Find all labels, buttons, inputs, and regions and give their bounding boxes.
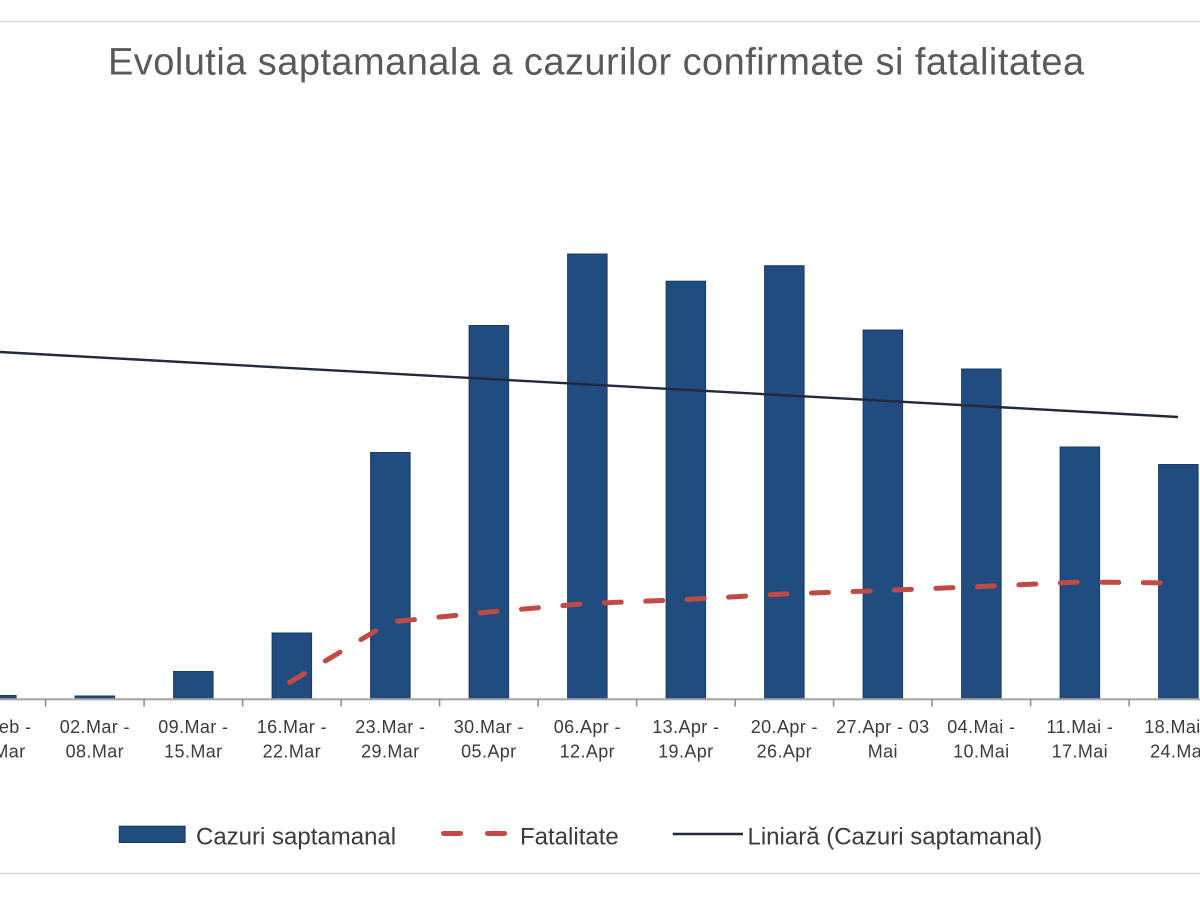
svg-text:24.Mai: 24.Mai [1150, 742, 1200, 762]
svg-text:10.Mai: 10.Mai [953, 742, 1009, 762]
svg-text:06.Apr -: 06.Apr - [554, 717, 621, 737]
svg-text:30.Mar -: 30.Mar - [454, 717, 524, 737]
svg-text:08.Mar: 08.Mar [66, 742, 124, 762]
svg-text:20.Apr -: 20.Apr - [751, 717, 818, 737]
svg-text:04.Mai -: 04.Mai - [947, 717, 1015, 737]
svg-text:24.Feb -: 24.Feb - [0, 717, 31, 737]
svg-text:09.Mar -: 09.Mar - [158, 717, 228, 737]
svg-text:13.Apr -: 13.Apr - [652, 717, 719, 737]
svg-text:29.Mar: 29.Mar [361, 742, 419, 762]
svg-text:11.Mai -: 11.Mai - [1046, 717, 1113, 737]
svg-text:26.Apr: 26.Apr [757, 742, 812, 762]
svg-text:Liniară (Cazuri saptamanal): Liniară (Cazuri saptamanal) [748, 824, 1043, 851]
svg-text:15.Mar: 15.Mar [164, 742, 222, 762]
svg-text:Cazuri saptamanal: Cazuri saptamanal [196, 824, 396, 851]
svg-text:17.Mai: 17.Mai [1052, 742, 1108, 762]
svg-text:19.Apr: 19.Apr [658, 742, 713, 762]
svg-text:Fatalitate: Fatalitate [520, 824, 619, 851]
svg-text:16.Mar -: 16.Mar - [257, 717, 327, 737]
svg-text:12.Apr: 12.Apr [560, 742, 615, 762]
svg-text:Evolutia saptamanala a cazuril: Evolutia saptamanala a cazurilor confirm… [108, 42, 1085, 84]
svg-text:02.Mar -: 02.Mar - [60, 717, 130, 737]
svg-text:05.Apr: 05.Apr [461, 742, 516, 762]
svg-text:18.Mai -: 18.Mai - [1144, 717, 1200, 737]
svg-text:Mai: Mai [868, 742, 898, 762]
svg-text:23.Mar -: 23.Mar - [355, 717, 425, 737]
svg-text:01.Mar: 01.Mar [0, 742, 26, 762]
svg-text:27.Apr - 03: 27.Apr - 03 [836, 717, 929, 737]
svg-text:22.Mar: 22.Mar [263, 742, 321, 762]
